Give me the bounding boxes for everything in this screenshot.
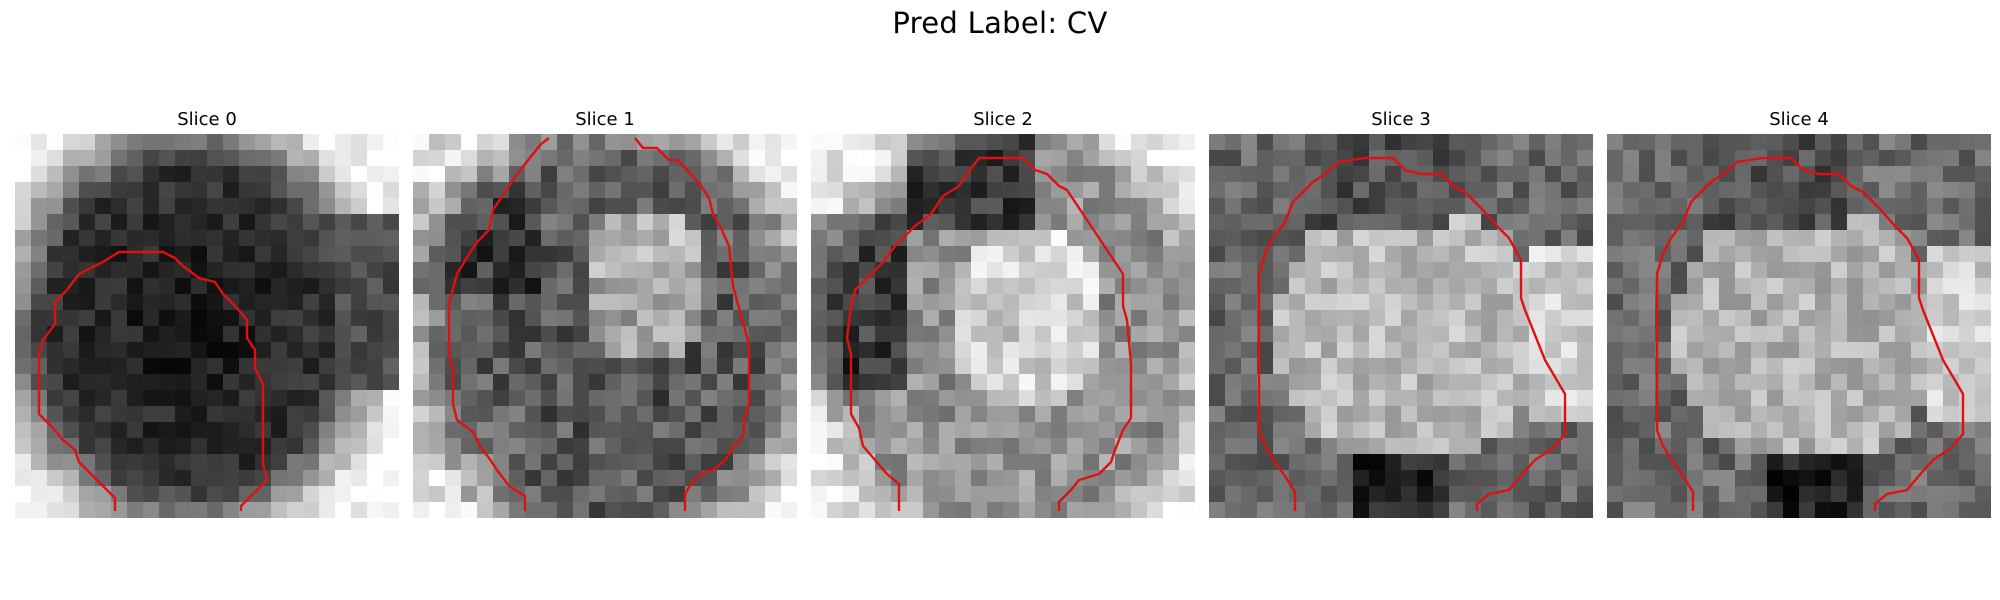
grayscale-patch [811,134,1195,518]
prediction-contour [1655,156,1965,511]
prediction-contour [1257,156,1567,511]
slice-image [413,134,797,518]
grayscale-patch [1209,134,1593,518]
slice-title: Slice 4 [1769,109,1829,130]
slice-panel-4: Slice 4 [1607,108,1991,518]
slice-panel-3: Slice 3 [1209,108,1593,518]
prediction-contour [447,137,751,511]
slice-title: Slice 0 [177,109,237,130]
figure-title: Pred Label: CV [892,6,1108,40]
slice-title: Slice 1 [575,109,635,130]
prediction-contour [845,156,1133,511]
slice-panel-1: Slice 1 [413,108,797,518]
grayscale-patch [1607,134,1991,518]
slice-image [1607,134,1991,518]
prediction-contour [37,250,269,511]
grayscale-patch [413,134,797,518]
slice-title: Slice 3 [1371,109,1431,130]
slice-panel-0: Slice 0 [15,108,399,518]
grayscale-patch [15,134,399,518]
slice-image [15,134,399,518]
slice-image [811,134,1195,518]
slice-image [1209,134,1593,518]
slice-title: Slice 2 [973,109,1033,130]
slice-panel-2: Slice 2 [811,108,1195,518]
